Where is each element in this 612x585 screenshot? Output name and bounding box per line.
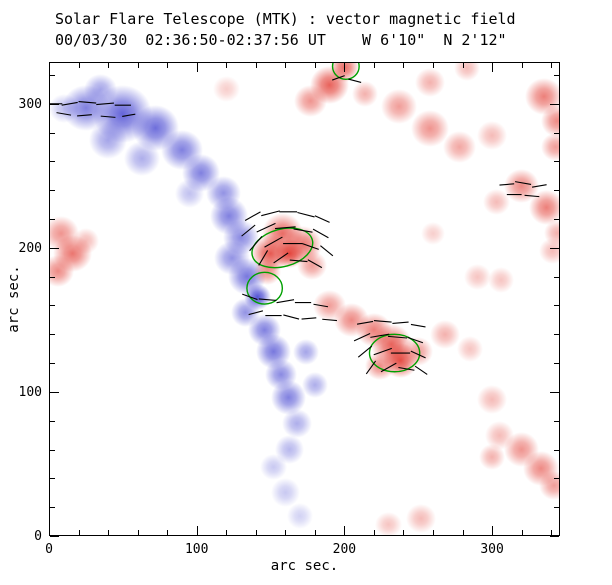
- positive-flux-blob: [415, 67, 445, 97]
- positive-flux-blob: [261, 213, 303, 254]
- positive-flux-blob: [503, 432, 540, 467]
- negative-flux-blob: [88, 121, 128, 159]
- positive-flux-blob: [453, 62, 481, 81]
- negative-flux-blob: [161, 129, 203, 171]
- positive-flux-blob: [254, 259, 281, 286]
- negative-flux-blob: [301, 371, 329, 398]
- negative-flux-blob: [62, 85, 110, 132]
- figure-subtitle: 00/03/30 02:36:50-02:37:56 UT W 6'10" N …: [55, 31, 507, 49]
- positive-flux-blob: [375, 511, 402, 536]
- positive-flux-blob: [524, 77, 560, 116]
- positive-flux-blob: [540, 105, 560, 137]
- negative-flux-blob: [209, 197, 249, 235]
- positive-flux-blob: [294, 85, 327, 117]
- negative-flux-blob: [292, 338, 320, 365]
- tick-label: 300: [480, 542, 503, 557]
- tick-label: 100: [19, 385, 42, 400]
- positive-flux-blob: [421, 221, 445, 245]
- positive-flux-blob: [356, 312, 392, 348]
- tick-label: 0: [34, 529, 42, 544]
- positive-flux-blob: [543, 220, 560, 247]
- negative-flux-blob: [93, 85, 153, 143]
- positive-flux-blob: [381, 89, 417, 124]
- positive-flux-blob: [283, 226, 323, 264]
- negative-flux-blob: [84, 73, 117, 106]
- negative-flux-blob: [174, 178, 205, 208]
- positive-flux-blob: [365, 351, 395, 381]
- positive-flux-blob: [212, 76, 240, 103]
- negative-flux-blob: [264, 358, 298, 391]
- positive-flux-blob: [329, 62, 360, 83]
- negative-flux-blob: [205, 175, 241, 211]
- positive-flux-blob: [528, 190, 560, 225]
- negative-flux-blob: [248, 314, 281, 346]
- positive-flux-blob: [430, 319, 460, 349]
- negative-flux-blob: [270, 380, 306, 415]
- positive-flux-blob: [464, 263, 491, 290]
- positive-flux-blob: [406, 504, 436, 534]
- negative-flux-blob: [181, 154, 221, 192]
- positive-flux-blob: [456, 335, 484, 362]
- positive-flux-blob: [72, 227, 100, 254]
- positive-flux-blob: [313, 289, 346, 322]
- positive-flux-blob: [484, 420, 515, 450]
- positive-flux-blob: [503, 168, 540, 204]
- y-axis-label: arc sec.: [6, 265, 22, 333]
- flux-blob-layer: [49, 62, 560, 536]
- positive-flux-blob: [351, 80, 379, 107]
- positive-flux-blob: [478, 443, 506, 470]
- plot-area: [49, 62, 560, 536]
- tick-label: 300: [19, 97, 42, 112]
- positive-flux-blob: [370, 324, 413, 365]
- positive-flux-blob: [382, 342, 419, 378]
- negative-flux-blob: [243, 283, 271, 310]
- positive-flux-blob: [523, 450, 559, 486]
- negative-flux-blob: [282, 409, 312, 439]
- positive-flux-blob: [477, 384, 507, 414]
- positive-flux-blob: [539, 471, 560, 500]
- negative-flux-blob: [49, 93, 79, 123]
- positive-flux-blob: [53, 234, 92, 273]
- positive-flux-blob: [477, 121, 507, 150]
- negative-flux-blob: [260, 453, 287, 480]
- figure-title: Solar Flare Telescope (MTK) : vector mag…: [55, 10, 516, 28]
- positive-flux-blob: [487, 266, 515, 293]
- x-axis-label: arc sec.: [270, 558, 339, 574]
- positive-flux-blob: [540, 132, 560, 162]
- positive-flux-blob: [49, 255, 75, 287]
- negative-flux-blob: [230, 298, 261, 328]
- negative-flux-blob: [255, 334, 292, 369]
- positive-flux-blob: [297, 250, 327, 280]
- positive-flux-blob: [334, 302, 370, 338]
- positive-flux-blob: [403, 337, 433, 366]
- negative-flux-blob: [131, 105, 179, 152]
- positive-flux-blob: [310, 66, 349, 104]
- negative-flux-blob: [286, 502, 314, 529]
- positive-flux-blob: [49, 216, 79, 251]
- negative-flux-blob: [124, 141, 160, 176]
- negative-flux-blob: [214, 240, 250, 276]
- negative-flux-blob: [223, 220, 259, 256]
- positive-flux-blob: [539, 237, 560, 264]
- negative-flux-blob: [270, 478, 301, 508]
- tick-label: 200: [19, 241, 42, 256]
- positive-flux-blob: [483, 188, 510, 215]
- negative-flux-blob: [227, 257, 267, 296]
- tick-label: 100: [185, 542, 208, 557]
- positive-flux-blob: [274, 239, 305, 269]
- positive-flux-blob: [443, 131, 476, 163]
- tick-label: 0: [45, 542, 53, 557]
- negative-flux-blob: [274, 435, 305, 464]
- tick-label: 200: [333, 542, 356, 557]
- positive-flux-blob: [410, 109, 450, 147]
- positive-flux-blob: [251, 234, 290, 273]
